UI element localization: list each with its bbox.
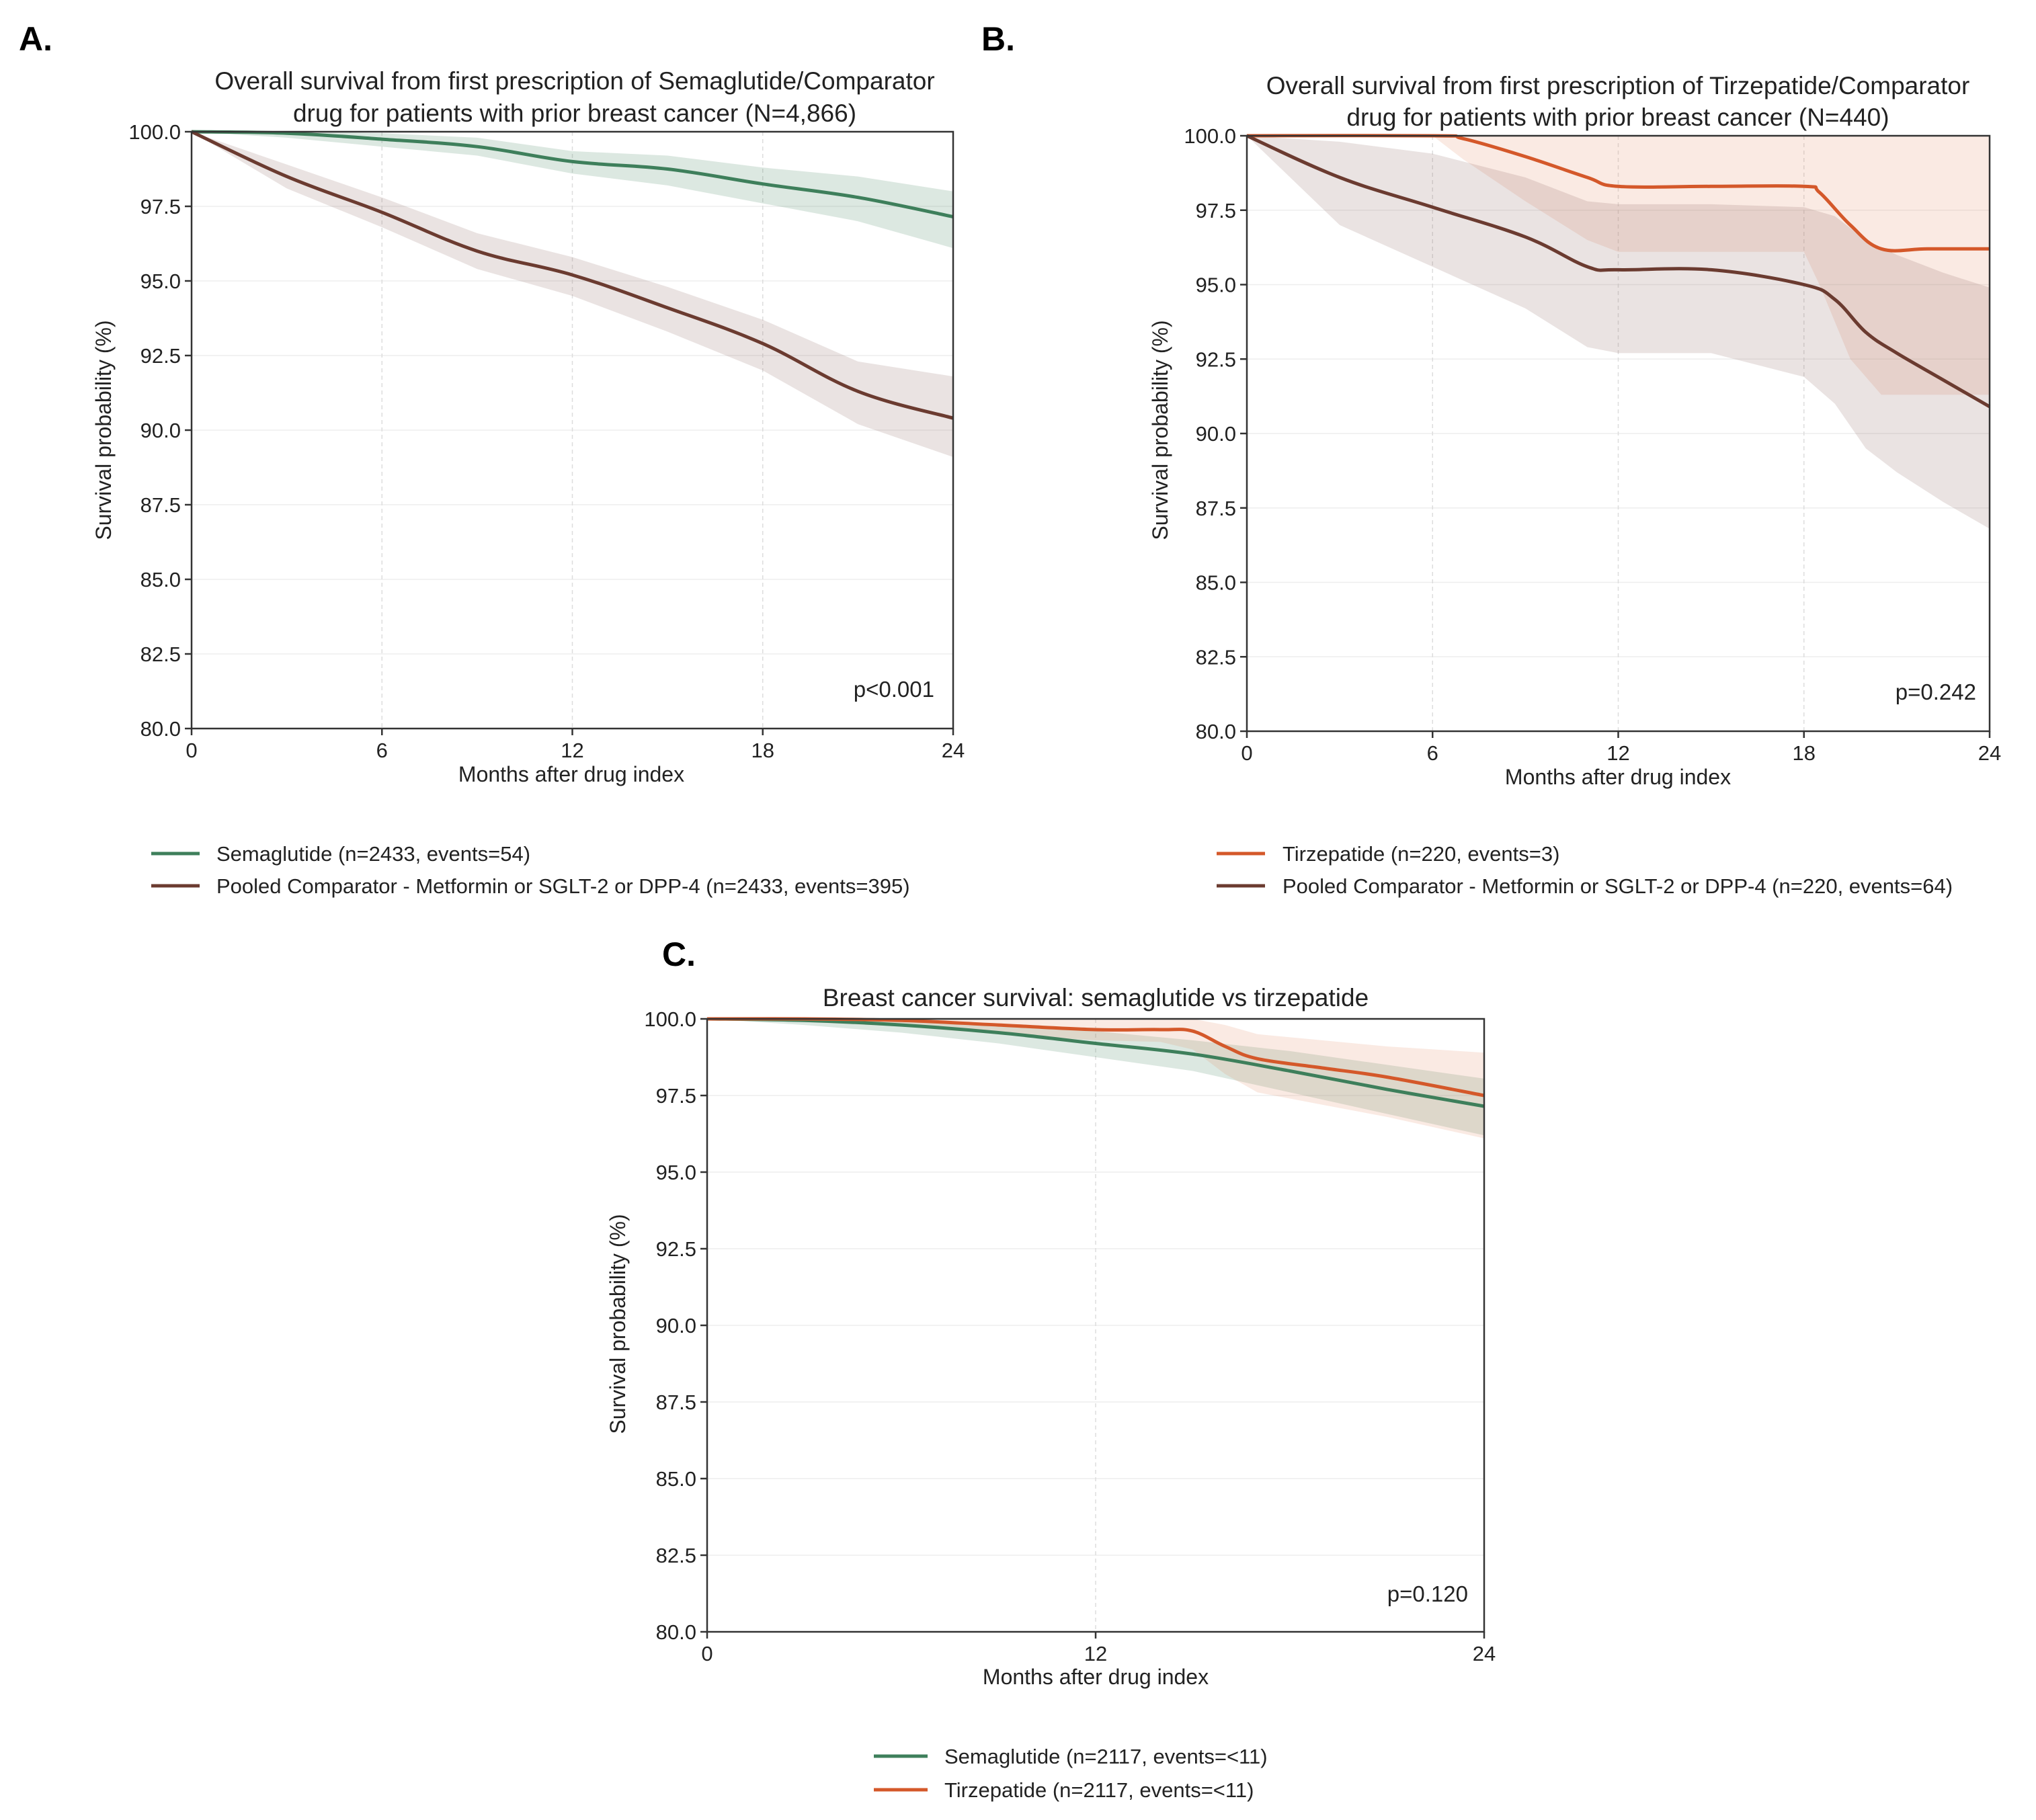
panel-c-y-tick-label-1: 82.5 <box>656 1544 696 1567</box>
panel-c-legend-label-semaglutide: Semaglutide (n=2117, events=<11) <box>944 1745 1268 1768</box>
panel-b-y-axis-label: Survival probability (%) <box>1148 320 1172 540</box>
panel-c-legend-label-tirzepatide: Tirzepatide (n=2117, events=<11) <box>944 1778 1254 1802</box>
panel-a-legend-label-semaglutide: Semaglutide (n=2433, events=54) <box>216 842 530 866</box>
panel-a-title-line-2: drug for patients with prior breast canc… <box>293 99 856 127</box>
panel-a-y-tick-label-3: 87.5 <box>140 493 181 517</box>
panel-c-y-tick-label-0: 80.0 <box>656 1620 696 1644</box>
panel-c-legend: Semaglutide (n=2117, events=<11) Tirzepa… <box>874 1745 1268 1802</box>
panel-b-y-tick-label-6: 95.0 <box>1196 274 1236 297</box>
panel-c-line-semaglutide <box>706 1017 1485 1108</box>
panel-c: C. Breast cancer survival: semaglutide v… <box>606 936 1496 1802</box>
panel-b-ci-band-tirzepatide <box>1247 136 1990 395</box>
panel-b-x-tick-label-0: 0 <box>1241 741 1252 765</box>
panel-a-y-tick-label-8: 100.0 <box>128 120 181 144</box>
panel-a-y-axis-label: Survival probability (%) <box>91 320 116 540</box>
panel-b: B. Overall survival from first prescript… <box>981 20 2001 898</box>
panel-c-plot-area: 80.0 82.5 85.0 87.5 90.0 92.5 95.0 97.5 100.0 0 12… <box>644 1007 1496 1665</box>
panel-c-title: Breast cancer survival: semaglutide vs t… <box>823 984 1369 1011</box>
panel-c-y-tick-label-2: 85.0 <box>656 1467 696 1491</box>
panel-a-title-line-1: Overall survival from first prescription… <box>214 67 934 95</box>
panel-b-y-tick-label-3: 87.5 <box>1196 497 1236 520</box>
panel-a-y-tick-label-2: 85.0 <box>140 568 181 591</box>
panel-b-plot-area: 80.0 82.5 85.0 87.5 90.0 92.5 95.0 97.5 100.0 0 6 1… <box>1184 124 2001 765</box>
panel-b-y-tick-label-8: 100.0 <box>1184 124 1236 148</box>
panel-c-y-tick-label-5: 92.5 <box>656 1237 696 1261</box>
panel-b-y-tick-label-5: 92.5 <box>1196 347 1236 371</box>
panel-a-y-tick-label-7: 97.5 <box>140 195 181 218</box>
panel-a-line-semaglutide <box>191 130 954 218</box>
panel-a-legend: Semaglutide (n=2433, events=54) Pooled C… <box>151 842 910 898</box>
panel-b-legend-label-comparator: Pooled Comparator - Metformin or SGLT-2 … <box>1282 874 1953 898</box>
panel-b-y-tick-label-0: 80.0 <box>1196 720 1236 743</box>
panel-c-letter: C. <box>662 936 696 973</box>
panel-c-y-axis-label: Survival probability (%) <box>606 1214 630 1434</box>
panel-b-legend: Tirzepatide (n=220, events=3) Pooled Com… <box>1217 842 1953 898</box>
panel-a-x-tick-label-3: 18 <box>751 739 774 762</box>
panel-b-legend-label-tirzepatide: Tirzepatide (n=220, events=3) <box>1282 842 1559 866</box>
panel-a-y-tick-label-0: 80.0 <box>140 717 181 741</box>
panel-a-line-comparator <box>190 130 954 420</box>
panel-a-x-tick-label-0: 0 <box>186 739 197 762</box>
panel-b-x-tick-label-2: 12 <box>1606 741 1629 765</box>
panel-a-p-value: p<0.001 <box>854 677 934 702</box>
panel-c-y-tick-label-4: 90.0 <box>656 1314 696 1337</box>
panel-a-y-tick-label-4: 90.0 <box>140 419 181 442</box>
panel-c-y-tick-label-3: 87.5 <box>656 1391 696 1414</box>
panel-a: A. Overall survival from first prescript… <box>19 20 965 898</box>
panel-b-x-tick-label-3: 18 <box>1793 741 1816 765</box>
panel-c-y-tick-label-7: 97.5 <box>656 1084 696 1108</box>
panel-b-x-tick-label-4: 24 <box>1978 741 2001 765</box>
panel-b-line-comparator <box>1246 134 1991 409</box>
panel-b-y-tick-label-2: 85.0 <box>1196 571 1236 595</box>
panel-b-title-line-2: drug for patients with prior breast canc… <box>1346 104 1889 131</box>
panel-c-x-axis-label: Months after drug index <box>983 1665 1209 1689</box>
panel-b-ci-band-comparator <box>1247 136 1990 529</box>
panel-a-x-tick-label-2: 12 <box>561 739 583 762</box>
panel-b-x-tick-label-1: 6 <box>1427 741 1438 765</box>
panel-c-x-tick-label-0: 0 <box>701 1642 712 1665</box>
panel-c-y-tick-label-6: 95.0 <box>656 1161 696 1184</box>
panel-a-legend-label-comparator: Pooled Comparator - Metformin or SGLT-2 … <box>216 874 910 898</box>
panel-a-y-tick-label-6: 95.0 <box>140 270 181 293</box>
panel-a-x-tick-label-1: 6 <box>376 739 388 762</box>
panel-a-y-tick-label-5: 92.5 <box>140 344 181 368</box>
panel-a-letter: A. <box>19 20 52 58</box>
panel-a-plot-area: 80.0 82.5 85.0 87.5 90.0 92.5 95.0 97.5 100.0 0 6 1… <box>128 120 965 762</box>
panel-b-y-tick-label-1: 82.5 <box>1196 645 1236 669</box>
panel-a-y-tick-label-1: 82.5 <box>140 643 181 666</box>
panel-b-letter: B. <box>981 20 1015 58</box>
panel-a-x-axis-label: Months after drug index <box>458 762 684 786</box>
panel-b-p-value: p=0.242 <box>1896 679 1976 704</box>
panel-b-x-axis-label: Months after drug index <box>1505 765 1731 789</box>
panel-a-x-tick-label-4: 24 <box>942 739 965 762</box>
panel-c-x-tick-label-2: 24 <box>1473 1642 1496 1665</box>
panel-c-ci-band-tirzepatide <box>707 1019 1484 1139</box>
panel-c-p-value: p=0.120 <box>1387 1581 1468 1606</box>
panel-b-title-line-1: Overall survival from first prescription… <box>1266 72 1970 99</box>
panel-c-x-tick-label-1: 12 <box>1084 1642 1107 1665</box>
panel-b-y-tick-label-4: 90.0 <box>1196 422 1236 446</box>
panel-b-y-tick-label-7: 97.5 <box>1196 199 1236 222</box>
panel-c-y-tick-label-8: 100.0 <box>644 1007 696 1031</box>
